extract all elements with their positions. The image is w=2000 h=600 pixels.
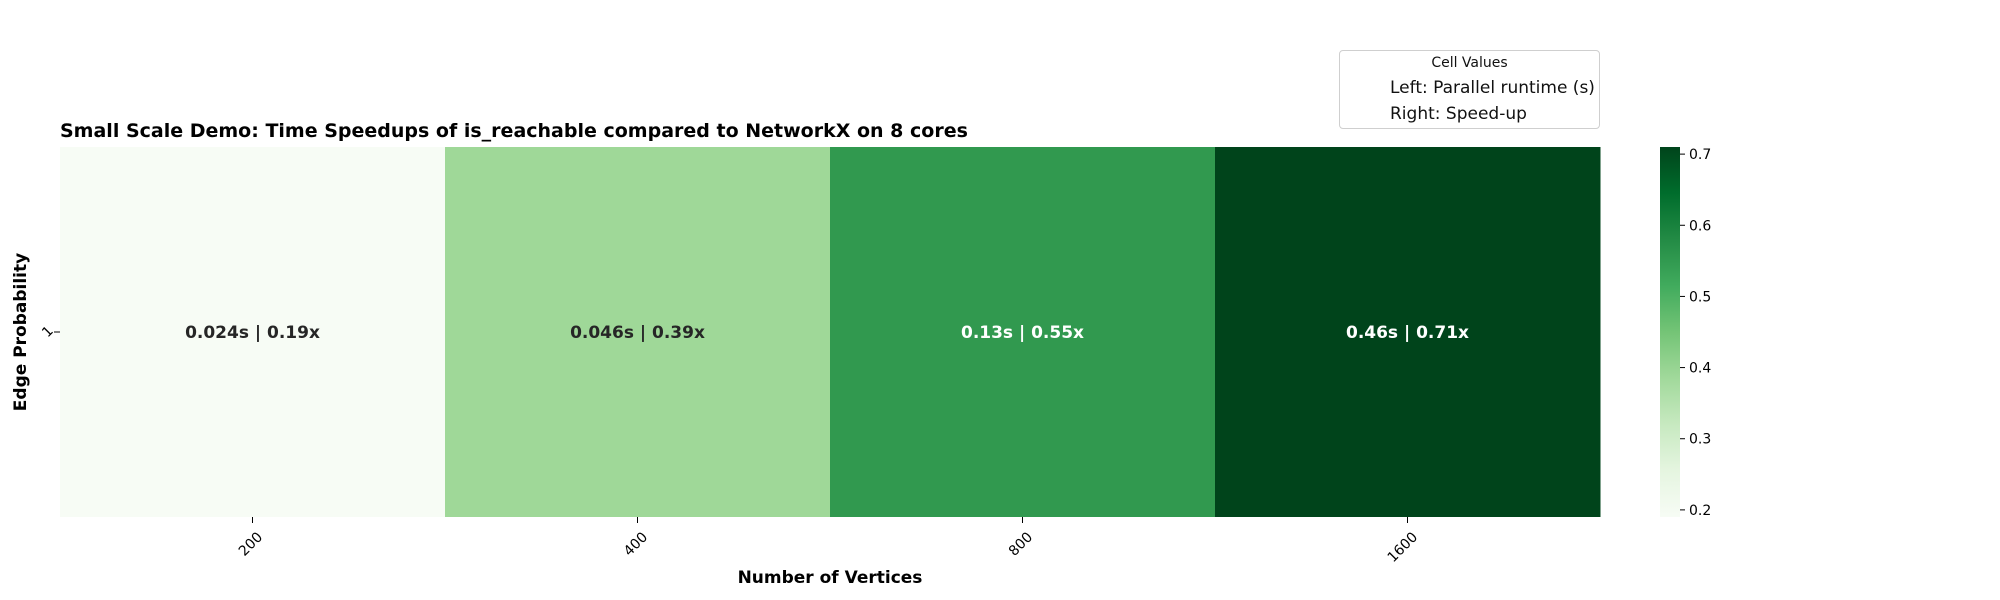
heatmap-cells bbox=[60, 147, 1601, 517]
chart-title: Small Scale Demo: Time Speedups of is_re… bbox=[60, 120, 968, 142]
colorbar-ticks: 0.2 0.3 0.4 0.5 0.6 0.7 bbox=[1680, 147, 1711, 519]
cell-value-label: 0.046s | 0.39x bbox=[570, 323, 705, 343]
heatmap-cell-labels: 0.024s | 0.19x 0.046s | 0.39x 0.13s | 0.55… bbox=[185, 323, 1469, 343]
heatmap-cell bbox=[1215, 147, 1601, 517]
x-tick-label: 800 bbox=[1006, 529, 1036, 559]
colorbar-tick-label: 0.7 bbox=[1689, 147, 1711, 163]
x-tick-label: 1600 bbox=[1385, 529, 1422, 566]
y-axis-ticks: 1 bbox=[39, 323, 60, 341]
legend-entry-speedup: Right: Speed-up bbox=[1390, 104, 1527, 124]
y-tick-label: 1 bbox=[39, 323, 57, 341]
legend: Cell Values Left: Parallel runtime (s) R… bbox=[1339, 50, 1600, 129]
colorbar-tick-label: 0.4 bbox=[1689, 361, 1711, 377]
legend-title: Cell Values bbox=[1431, 55, 1508, 71]
x-axis-label: Number of Vertices bbox=[738, 568, 923, 588]
heatmap-cell bbox=[445, 147, 831, 517]
legend-entry-runtime: Left: Parallel runtime (s) bbox=[1390, 78, 1595, 98]
colorbar bbox=[1660, 147, 1680, 517]
cell-value-label: 0.024s | 0.19x bbox=[185, 323, 320, 343]
colorbar-tick-label: 0.5 bbox=[1689, 289, 1711, 305]
cell-value-label: 0.13s | 0.55x bbox=[961, 323, 1084, 343]
colorbar-tick-label: 0.3 bbox=[1689, 432, 1711, 448]
x-axis-ticks: 200 400 800 1600 bbox=[236, 517, 1421, 566]
cell-value-label: 0.46s | 0.71x bbox=[1346, 323, 1469, 343]
colorbar-tick-label: 0.2 bbox=[1689, 503, 1711, 519]
colorbar-tick-label: 0.6 bbox=[1689, 218, 1711, 234]
heatmap-cell bbox=[60, 147, 446, 517]
x-tick-label: 400 bbox=[621, 529, 651, 559]
heatmap-cell bbox=[830, 147, 1216, 517]
x-tick-label: 200 bbox=[236, 529, 266, 559]
y-axis-label: Edge Probability bbox=[11, 253, 31, 411]
